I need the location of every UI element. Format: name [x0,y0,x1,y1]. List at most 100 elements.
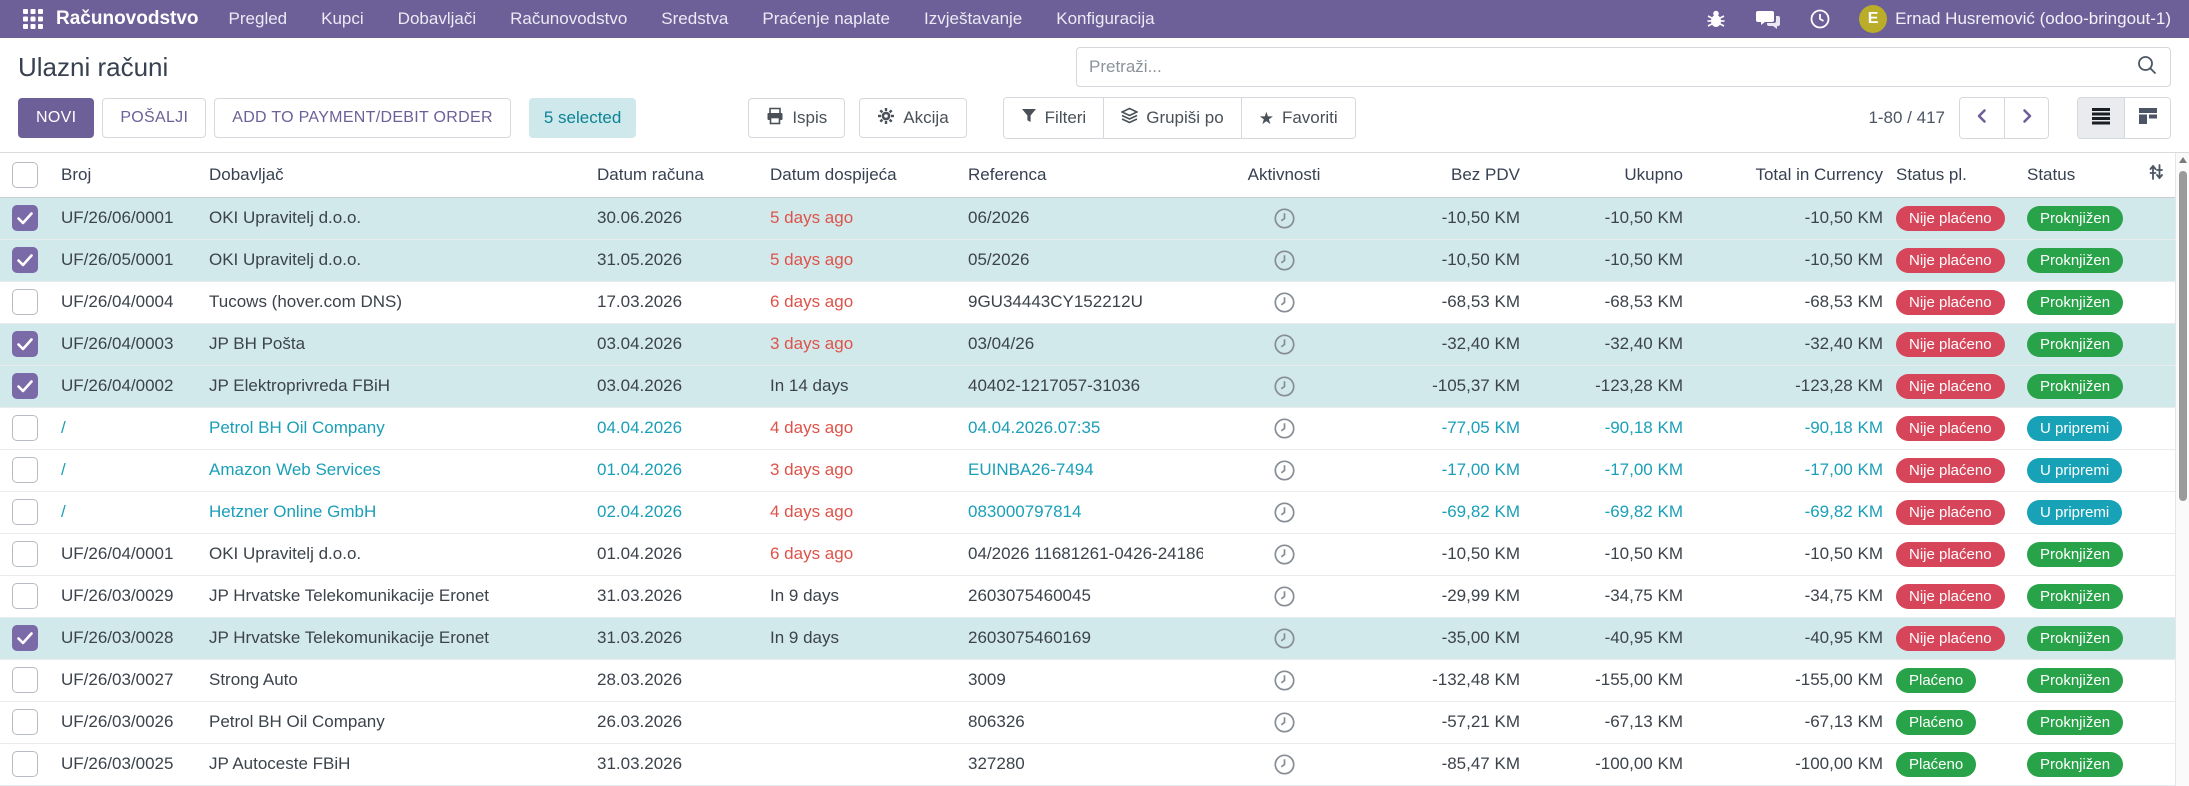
user-menu[interactable]: E Ernad Husremović (odoo-bringout-1) [1859,5,2171,33]
activity-clock-icon[interactable] [1273,753,1296,775]
row-checkbox[interactable] [12,709,38,735]
row-checkbox[interactable] [12,667,38,693]
activities-clock-icon[interactable] [1807,6,1833,32]
col-header-dobavljac[interactable]: Dobavljač [204,153,592,198]
activity-clock-icon[interactable] [1273,669,1296,691]
col-header-datum-dospijeca[interactable]: Datum dospijeća [765,153,963,198]
amount-untaxed: -17,00 KM [1441,460,1520,479]
menu-item-pracenje-naplate[interactable]: Praćenje naplate [762,9,890,28]
col-header-status[interactable]: Status [2022,153,2139,198]
menu-item-kupci[interactable]: Kupci [321,9,364,28]
row-checkbox[interactable] [12,457,38,483]
row-checkbox[interactable] [12,541,38,567]
print-button[interactable]: Ispis [748,98,846,138]
select-all-checkbox[interactable] [12,161,38,188]
invoice-row[interactable]: UF/26/04/0002 JP Elektroprivreda FBiH 03… [0,365,2175,408]
activity-clock-icon[interactable] [1273,333,1296,355]
apps-grid-icon[interactable] [18,4,48,34]
list-view-button[interactable] [2078,98,2124,138]
col-header-total-in-currency[interactable]: Total in Currency [1691,153,1891,198]
scrollbar-up-arrow[interactable] [2179,157,2187,163]
col-header-status-pl[interactable]: Status pl. [1891,153,2022,198]
invoice-row[interactable]: UF/26/03/0025 JP Autoceste FBiH 31.03.20… [0,743,2175,786]
menu-item-sredstva[interactable]: Sredstva [661,9,729,28]
groupby-button[interactable]: Grupiši po [1103,98,1241,138]
pager-previous-button[interactable] [1960,98,2004,138]
menu-item-racunovodstvo[interactable]: Računovodstvo [510,9,628,28]
col-header-datum-racuna[interactable]: Datum računa [592,153,765,198]
amount-untaxed: -10,50 KM [1441,250,1520,269]
search-input[interactable] [1089,57,2136,77]
new-button[interactable]: NOVI [18,98,95,138]
invoice-row[interactable]: UF/26/03/0028 JP Hrvatske Telekomunikaci… [0,617,2175,660]
col-header-referenca[interactable]: Referenca [963,153,1203,198]
invoice-date: 02.04.2026 [597,502,683,521]
status-badge: Proknjižen [2027,709,2124,735]
scrollbar-thumb[interactable] [2179,171,2187,501]
invoice-row[interactable]: UF/26/06/0001 OKI Upravitelj d.o.o. 30.0… [0,197,2175,240]
activity-clock-icon[interactable] [1273,291,1296,313]
invoice-row[interactable]: UF/26/04/0003 JP BH Pošta 03.04.2026 3 d… [0,323,2175,366]
invoice-row[interactable]: UF/26/03/0027 Strong Auto 28.03.2026 300… [0,659,2175,702]
invoice-row[interactable]: / Amazon Web Services 01.04.2026 3 days … [0,449,2175,492]
invoice-row[interactable]: UF/26/03/0029 JP Hrvatske Telekomunikaci… [0,575,2175,618]
row-checkbox[interactable] [12,625,38,651]
row-checkbox[interactable] [12,331,38,357]
amount-total: -17,00 KM [1604,460,1683,479]
menu-item-izvjestavanje[interactable]: Izvještavanje [923,9,1023,28]
activity-clock-icon[interactable] [1273,417,1296,439]
row-checkbox[interactable] [12,247,38,273]
invoice-number: UF/26/06/0001 [61,208,174,227]
invoice-date: 03.04.2026 [597,334,683,353]
app-name[interactable]: Računovodstvo [56,8,199,29]
invoice-number: UF/26/03/0028 [61,628,174,647]
row-checkbox[interactable] [12,583,38,609]
activity-clock-icon[interactable] [1273,207,1296,229]
col-header-bez-pdv[interactable]: Bez PDV [1368,153,1528,198]
activity-clock-icon[interactable] [1273,249,1296,271]
invoice-row[interactable]: / Petrol BH Oil Company 04.04.2026 4 day… [0,407,2175,450]
favorites-button[interactable]: ★ Favoriti [1240,98,1355,138]
invoice-row[interactable]: UF/26/04/0004 Tucows (hover.com DNS) 17.… [0,281,2175,324]
amount-total-currency: -32,40 KM [1804,334,1883,353]
invoice-row[interactable]: UF/26/04/0001 OKI Upravitelj d.o.o. 01.0… [0,533,2175,576]
activity-clock-icon[interactable] [1273,459,1296,481]
send-button[interactable]: POŠALJI [102,98,207,138]
menu-item-konfiguracija[interactable]: Konfiguracija [1056,9,1155,28]
activity-clock-icon[interactable] [1273,501,1296,523]
activity-clock-icon[interactable] [1273,627,1296,649]
pager-range[interactable]: 1-80 / 417 [1868,108,1945,127]
row-checkbox[interactable] [12,205,38,231]
messages-icon[interactable] [1755,6,1781,32]
activity-clock-icon[interactable] [1273,375,1296,397]
action-button[interactable]: Akcija [859,98,967,138]
row-checkbox[interactable] [12,289,38,315]
menu-item-dobavljaci[interactable]: Dobavljači [397,9,477,28]
amount-total-currency: -155,00 KM [1795,670,1883,689]
activity-clock-icon[interactable] [1273,585,1296,607]
debug-bug-icon[interactable] [1703,6,1729,32]
vendor-name: Hetzner Online GmbH [209,502,377,521]
invoice-row[interactable]: UF/26/05/0001 OKI Upravitelj d.o.o. 31.0… [0,239,2175,282]
pager-next-button[interactable] [2004,98,2048,138]
activity-clock-icon[interactable] [1273,711,1296,733]
col-header-ukupno[interactable]: Ukupno [1528,153,1691,198]
kanban-view-button[interactable] [2124,98,2170,138]
invoice-row[interactable]: UF/26/03/0026 Petrol BH Oil Company 26.0… [0,701,2175,744]
row-checkbox[interactable] [12,751,38,777]
selected-count-badge[interactable]: 5 selected [528,98,637,138]
filters-button[interactable]: Filteri [1003,98,1104,138]
optional-columns-icon[interactable] [2146,164,2166,186]
add-to-payment-button[interactable]: ADD TO PAYMENT/DEBIT ORDER [214,98,511,138]
search-icon[interactable] [2136,54,2158,81]
activity-clock-icon[interactable] [1273,543,1296,565]
col-header-aktivnosti[interactable]: Aktivnosti [1203,153,1368,198]
row-checkbox[interactable] [12,499,38,525]
row-checkbox[interactable] [12,415,38,441]
row-checkbox[interactable] [12,373,38,399]
status-badge: Proknjižen [2027,331,2124,357]
invoice-row[interactable]: / Hetzner Online GmbH 02.04.2026 4 days … [0,491,2175,534]
amount-total: -40,95 KM [1604,628,1683,647]
col-header-broj[interactable]: Broj [56,153,204,198]
menu-item-pregled[interactable]: Pregled [228,9,288,28]
